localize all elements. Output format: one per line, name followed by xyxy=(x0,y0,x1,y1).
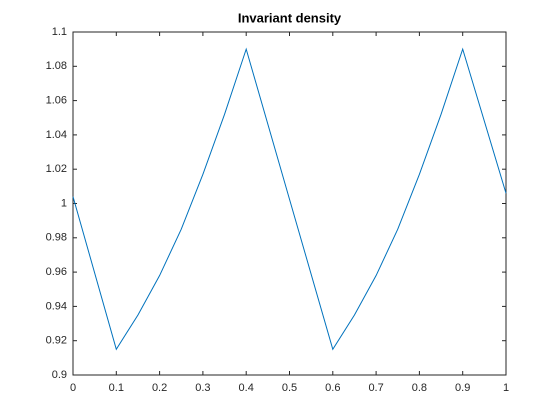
x-tick-label: 0.4 xyxy=(239,382,254,394)
x-tick-label: 0.1 xyxy=(109,382,124,394)
y-tick-label: 1.08 xyxy=(46,60,67,72)
y-tick-label: 1.04 xyxy=(46,129,67,141)
x-tick-label: 0.2 xyxy=(152,382,167,394)
x-tick-label: 1 xyxy=(503,382,509,394)
plot-box xyxy=(72,31,507,376)
y-tick-label: 0.9 xyxy=(52,369,67,381)
y-tick-label: 1.02 xyxy=(46,163,67,175)
y-tick-label: 0.96 xyxy=(46,266,67,278)
data-line xyxy=(72,47,507,351)
chart-title: Invariant density xyxy=(238,10,342,25)
x-tick-label: 0.9 xyxy=(455,382,470,394)
y-tick-label: 0.92 xyxy=(46,335,67,347)
x-tick-label: 0.5 xyxy=(282,382,297,394)
x-tick-label: 0.3 xyxy=(195,382,210,394)
y-tick-label: 1.1 xyxy=(52,26,67,38)
y-tick-label: 1 xyxy=(61,197,67,209)
y-tick-label: 1.06 xyxy=(46,95,67,107)
x-tick-label: 0 xyxy=(70,382,76,394)
x-tick-label: 0.7 xyxy=(368,382,383,394)
x-tick-label: 0.8 xyxy=(412,382,427,394)
y-tick-label: 0.98 xyxy=(46,232,67,244)
x-tick-label: 0.6 xyxy=(325,382,340,394)
y-tick-label: 0.94 xyxy=(46,300,67,312)
